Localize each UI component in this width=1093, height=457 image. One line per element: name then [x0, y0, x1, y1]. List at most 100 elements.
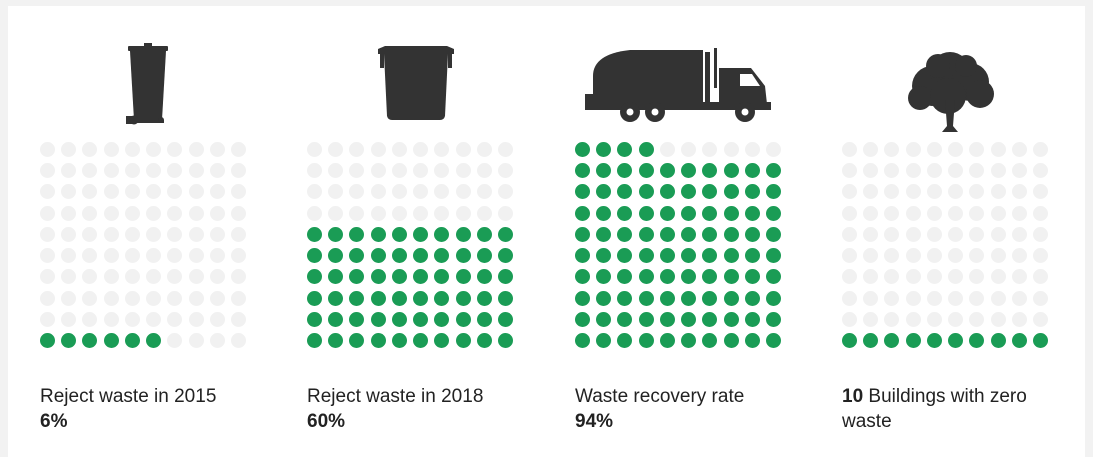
waffle-dot-filled — [370, 290, 386, 306]
waffle-dot-filled — [575, 142, 590, 157]
waffle-dot-empty — [209, 205, 225, 221]
waffle-dot-filled — [349, 290, 365, 306]
waffle-dot-filled — [413, 226, 429, 242]
waffle-dot-empty — [476, 205, 492, 221]
stat-value: 60% — [307, 411, 346, 432]
waffle-dot-empty — [82, 290, 98, 306]
waffle-dot-empty — [863, 248, 879, 264]
waffle-dot-empty — [40, 142, 55, 157]
waffle-dot-filled — [307, 311, 322, 327]
waffle-dot-filled — [723, 226, 739, 242]
waffle-dot-empty — [230, 205, 246, 221]
waffle-dot-empty — [328, 205, 344, 221]
waffle-dot-filled — [681, 226, 697, 242]
waffle-dot-empty — [1032, 269, 1048, 285]
infographic-panel: Reject waste in 2015 6% Reject waste in … — [8, 6, 1085, 457]
waffle-dot-empty — [476, 184, 492, 200]
stat-caption: 10 Buildings with zero waste — [842, 384, 1072, 434]
waffle-dot-empty — [863, 290, 879, 306]
waffle-dot-empty — [948, 205, 964, 221]
waffle-dot-empty — [307, 205, 322, 221]
waffle-dot-filled — [638, 163, 654, 179]
waffle-dot-filled — [370, 248, 386, 264]
waffle-dot-filled — [638, 142, 654, 157]
waffle-dot-filled — [702, 311, 718, 327]
waffle-dot-filled — [617, 184, 633, 200]
waffle-dot-empty — [1032, 226, 1048, 242]
waffle-dot-empty — [434, 205, 450, 221]
waffle-dot-empty — [124, 184, 140, 200]
waffle-dot-empty — [948, 184, 964, 200]
waffle-dot-filled — [659, 163, 675, 179]
waffle-dot-empty — [103, 205, 119, 221]
waffle-dot-empty — [659, 142, 675, 157]
waffle-dot-filled — [681, 184, 697, 200]
stat-label: Reject waste in 2015 — [40, 386, 217, 407]
waffle-dot-empty — [61, 205, 77, 221]
waffle-dot-filled — [617, 269, 633, 285]
waffle-dot-empty — [434, 142, 450, 157]
waffle-dot-empty — [863, 163, 879, 179]
waffle-dot-filled — [455, 290, 471, 306]
waffle-dot-empty — [349, 184, 365, 200]
waffle-dot-filled — [349, 332, 365, 348]
stat-caption: Reject waste in 2015 6% — [40, 384, 270, 434]
tree-icon — [842, 36, 1057, 136]
waffle-dot-filled — [681, 332, 697, 348]
waffle-dot-empty — [1032, 290, 1048, 306]
waffle-dot-filled — [681, 205, 697, 221]
waffle-dot-empty — [370, 205, 386, 221]
waffle-dot-empty — [723, 142, 739, 157]
waffle-dot-filled — [434, 248, 450, 264]
waffle-dot-filled — [638, 290, 654, 306]
waffle-dot-empty — [990, 184, 1006, 200]
waffle-dot-empty — [1032, 311, 1048, 327]
waffle-dot-empty — [969, 248, 985, 264]
waffle-dot-empty — [124, 269, 140, 285]
waffle-dot-filled — [926, 332, 942, 348]
waffle-dot-empty — [842, 184, 857, 200]
waffle-dot-empty — [230, 142, 246, 157]
waffle-dot-filled — [349, 269, 365, 285]
waffle-dot-empty — [905, 269, 921, 285]
waffle-dot-empty — [497, 205, 513, 221]
waffle-dot-empty — [146, 248, 162, 264]
waffle-dot-empty — [103, 226, 119, 242]
waffle-dot-empty — [370, 142, 386, 157]
waffle-dot-filled — [61, 332, 77, 348]
waffle-dot-filled — [413, 269, 429, 285]
waffle-dot-empty — [884, 205, 900, 221]
waffle-dot-filled — [744, 311, 760, 327]
waffle-dot-filled — [575, 205, 590, 221]
waffle-dot-filled — [370, 311, 386, 327]
waffle-dot-filled — [413, 311, 429, 327]
waffle-dot-filled — [434, 226, 450, 242]
waffle-dot-empty — [188, 226, 204, 242]
waffle-dot-filled — [744, 226, 760, 242]
waffle-dot-empty — [926, 248, 942, 264]
waffle-dot-empty — [455, 184, 471, 200]
waffle-dot-empty — [167, 332, 183, 348]
waffle-dot-filled — [765, 226, 781, 242]
waffle-dot-empty — [103, 248, 119, 264]
waffle-dot-filled — [765, 163, 781, 179]
waffle-dot-empty — [926, 163, 942, 179]
waffle-dot-empty — [61, 184, 77, 200]
waffle-dot-filled — [575, 311, 590, 327]
waffle-dot-filled — [617, 163, 633, 179]
waffle-dot-empty — [884, 248, 900, 264]
waffle-dot-empty — [40, 290, 55, 306]
waffle-dot-empty — [188, 311, 204, 327]
waffle-dot-empty — [103, 290, 119, 306]
waffle-dot-empty — [884, 142, 900, 157]
waffle-dot-filled — [702, 248, 718, 264]
waffle-dot-filled — [638, 248, 654, 264]
waffle-dot-empty — [40, 311, 55, 327]
waffle-dot-empty — [188, 184, 204, 200]
waffle-dot-filled — [497, 290, 513, 306]
waffle-dot-empty — [61, 290, 77, 306]
waffle-dot-empty — [146, 205, 162, 221]
waffle-dot-filled — [476, 332, 492, 348]
waffle-dot-empty — [926, 142, 942, 157]
waffle-dot-empty — [842, 142, 857, 157]
